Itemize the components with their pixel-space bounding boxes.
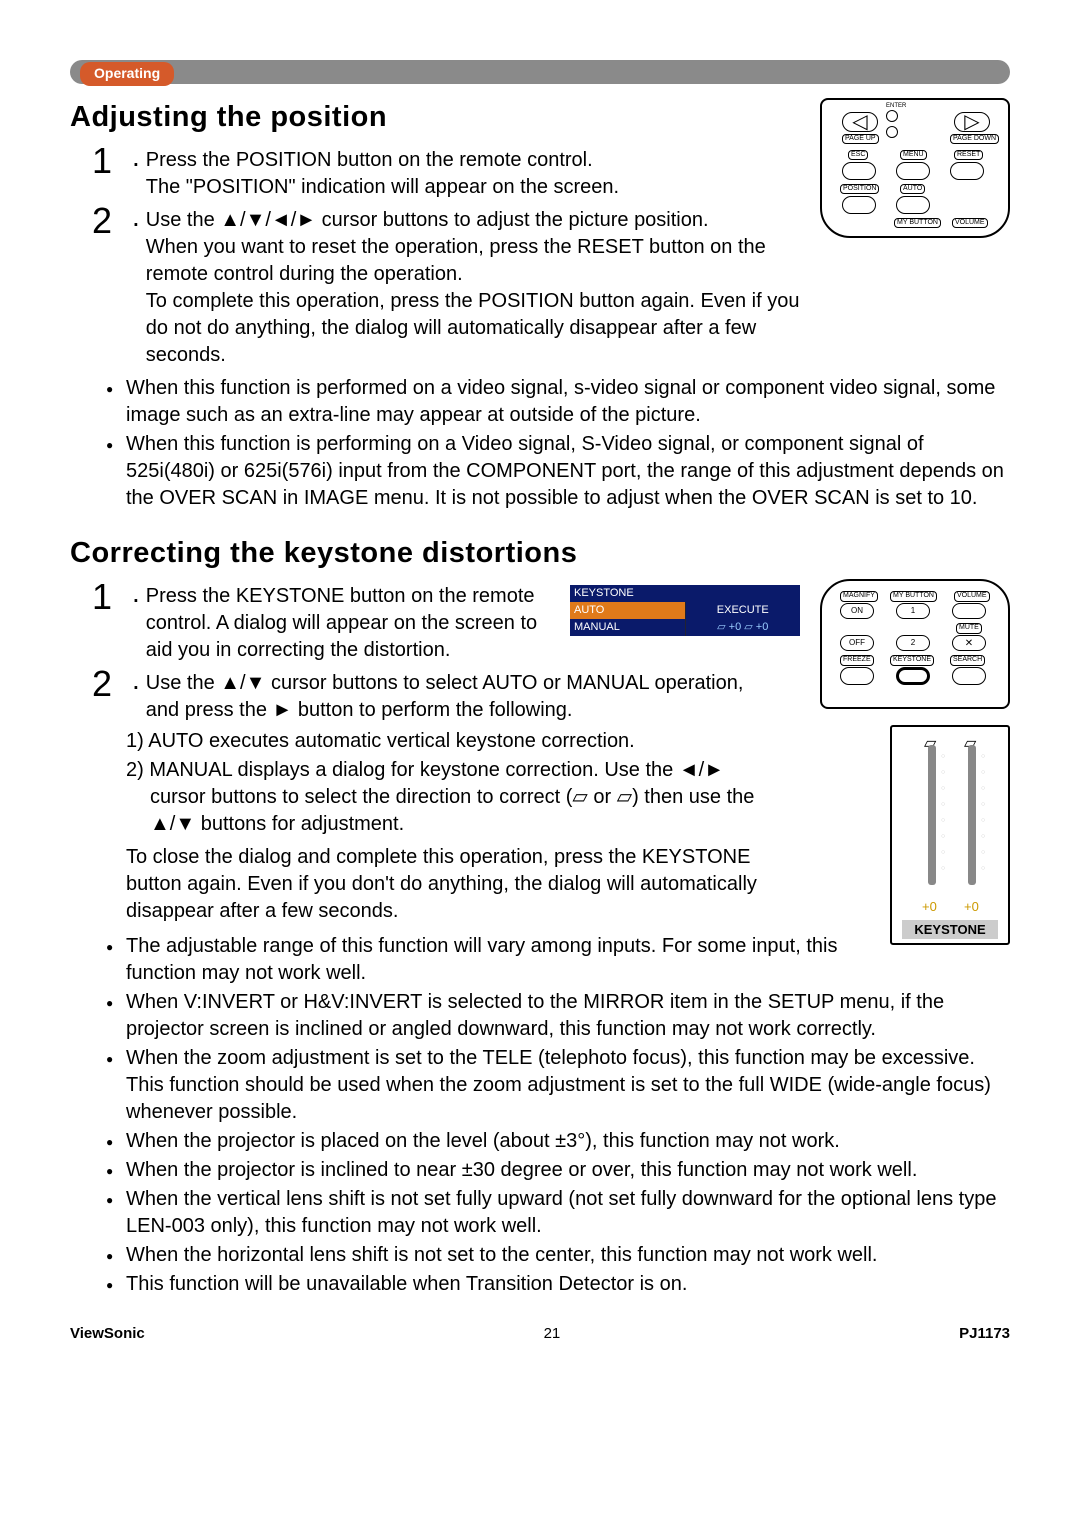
bullet-item: When V:INVERT or H&V:INVERT is selected … (106, 989, 1010, 1043)
osd-title: KEYSTONE (570, 585, 800, 602)
substep-1: 1) AUTO executes automatic vertical keys… (126, 728, 1010, 755)
btn-volume (952, 603, 986, 619)
footer-brand: ViewSonic (70, 1324, 145, 1344)
osd-manual: MANUAL (570, 619, 685, 636)
value-right: +0 (964, 898, 979, 916)
osd-auto: AUTO (570, 602, 685, 619)
btn-up (886, 110, 898, 122)
bullet-item: When this function is performed on a vid… (106, 375, 1010, 429)
footer-model: PJ1173 (959, 1324, 1010, 1344)
label-auto: AUTO (900, 184, 925, 194)
btn-down (886, 126, 898, 138)
section-adjusting-position: ENTER ◁ ▷ PAGE UP PAGE DOWN ESC MENU RES… (70, 98, 1010, 520)
label-page-up: PAGE UP (842, 134, 879, 144)
btn-off: OFF (840, 635, 874, 651)
label-keystone: KEYSTONE (890, 655, 934, 665)
step-1-body: Press the POSITION button on the remote … (146, 143, 810, 201)
label-menu: MENU (900, 150, 927, 160)
label-volume: VOLUME (952, 218, 988, 228)
section1-bullets: When this function is performed on a vid… (106, 375, 1010, 512)
btn-on: ON (840, 603, 874, 619)
bullet-item: When the projector is inclined to near ±… (106, 1157, 1010, 1184)
step-2-keystone-lead: Use the ▲/▼ cursor buttons to select AUT… (146, 666, 776, 724)
label-page-down: PAGE DOWN (950, 134, 999, 144)
step-2: 2. Use the ▲/▼/◄/► cursor buttons to adj… (92, 203, 810, 369)
step-number: 1 (92, 143, 132, 179)
step-1-keystone: 1. Press the KEYSTONE button on the remo… (92, 579, 560, 664)
step-number: 1 (92, 579, 132, 615)
slider-left (928, 745, 936, 885)
bullet-item: When the projector is placed on the leve… (106, 1128, 1010, 1155)
label-mute: MUTE (956, 623, 982, 633)
btn-right: ▷ (954, 112, 990, 132)
osd-execute: EXECUTE (685, 602, 801, 619)
bullet-item: This function will be unavailable when T… (106, 1271, 1010, 1298)
section-tab-pill: Operating (80, 62, 174, 86)
label-my-button: MY BUTTON (894, 218, 941, 228)
label-esc: ESC (848, 150, 868, 160)
section-tab-bar: Operating (70, 60, 1010, 84)
slider-dots: ○○○○○○○○ (981, 749, 985, 877)
bullet-item: When the vertical lens shift is not set … (106, 1186, 1010, 1240)
footer-page-number: 21 (544, 1324, 561, 1344)
label-freeze: FREEZE (840, 655, 874, 665)
keystone-substeps: 1) AUTO executes automatic vertical keys… (126, 728, 1010, 838)
slider-dots: ○○○○○○○○ (941, 749, 945, 877)
bullet-item: When the horizontal lens shift is not se… (106, 1242, 1010, 1269)
page-footer: ViewSonic 21 PJ1173 (70, 1324, 1010, 1344)
section2-bullets: The adjustable range of this function wi… (106, 933, 1010, 1298)
btn-freeze (840, 667, 874, 685)
slider-right (968, 745, 976, 885)
label-search: SEARCH (950, 655, 985, 665)
btn-2: 2 (896, 635, 930, 651)
label-reset: RESET (954, 150, 983, 160)
keystone-close-note: To close the dialog and complete this op… (126, 844, 766, 925)
bullet-item: When this function is performing on a Vi… (106, 431, 1010, 512)
step-1: 1. Press the POSITION button on the remo… (92, 143, 810, 201)
label-volume: VOLUME (954, 591, 990, 601)
heading-keystone: Correcting the keystone distortions (70, 534, 1010, 573)
remote-illustration-top: ENTER ◁ ▷ PAGE UP PAGE DOWN ESC MENU RES… (820, 98, 1010, 238)
step-number: 2 (92, 203, 132, 239)
label-my-button: MY BUTTON (890, 591, 937, 601)
osd-keystone-dialog: KEYSTONE AUTO EXECUTE MANUAL ▱ +0 ▱ +0 (570, 585, 800, 636)
step-2-keystone: 2. Use the ▲/▼ cursor buttons to select … (92, 666, 810, 724)
bullet-item: When the zoom adjustment is set to the T… (106, 1045, 1010, 1126)
btn-left: ◁ (842, 112, 878, 132)
btn-esc (842, 162, 876, 180)
label-position: POSITION (840, 184, 879, 194)
btn-search (952, 667, 986, 685)
section-keystone: Correcting the keystone distortions MAGN… (70, 534, 1010, 1306)
btn-reset (950, 162, 984, 180)
remote-illustration-keystone: MAGNIFY MY BUTTON VOLUME ON 1 MUTE OFF 2… (820, 579, 1010, 709)
step-1-keystone-body: Press the KEYSTONE button on the remote … (146, 579, 560, 664)
btn-position (842, 196, 876, 214)
osd-values: ▱ +0 ▱ +0 (685, 619, 801, 636)
substep-2: 2) MANUAL displays a dialog for keystone… (126, 757, 756, 838)
btn-keystone (896, 667, 930, 685)
label-magnify: MAGNIFY (840, 591, 878, 601)
btn-menu (896, 162, 930, 180)
keystone-adjust-panel: ▱ ▱ ○○○○○○○○ ○○○○○○○○ +0 +0 KEYSTONE (890, 725, 1010, 945)
step-2-body: Use the ▲/▼/◄/► cursor buttons to adjust… (146, 203, 810, 369)
step-number: 2 (92, 666, 132, 702)
value-left: +0 (922, 898, 937, 916)
btn-auto (896, 196, 930, 214)
btn-mute: ✕ (952, 635, 986, 651)
bullet-item: The adjustable range of this function wi… (106, 933, 1010, 987)
btn-1: 1 (896, 603, 930, 619)
label-enter: ENTER (884, 103, 908, 110)
